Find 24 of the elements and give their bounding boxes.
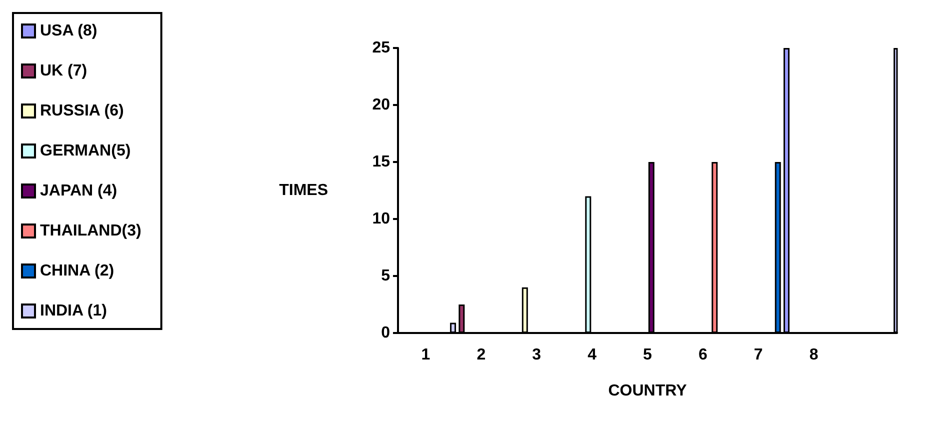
legend-label: RUSSIA (6) — [40, 102, 124, 120]
x-tick-label: 4 — [588, 346, 597, 364]
x-tick-label: 1 — [421, 346, 430, 364]
legend-label: THAILAND(3) — [40, 222, 142, 240]
y-tick-label: 10 — [372, 210, 390, 228]
y-axis-title: TIMES — [279, 182, 328, 199]
legend-label: UK (7) — [40, 62, 88, 80]
y-tick-label: 25 — [372, 40, 390, 56]
y-tick-label: 20 — [372, 96, 390, 114]
x-tick-label: 3 — [532, 346, 542, 364]
legend-label: INDIA (1) — [40, 302, 107, 320]
legend-label: JAPAN (4) — [40, 182, 118, 200]
y-tick-label: 15 — [372, 154, 390, 170]
x-tick-label: 7 — [754, 346, 763, 364]
x-tick-label: 2 — [476, 346, 486, 364]
y-tick-label: 0 — [381, 324, 390, 342]
legend-label: GERMAN(5) — [40, 142, 131, 160]
x-tick-label: 8 — [809, 346, 818, 364]
x-axis-title: COUNTRY — [608, 382, 688, 400]
x-tick-label: 6 — [698, 346, 708, 364]
legend-label: CHINA (2) — [40, 262, 114, 280]
x-tick-label: 5 — [643, 346, 652, 364]
legend-label: USA (8) — [40, 22, 98, 40]
y-tick-label: 5 — [381, 268, 390, 284]
